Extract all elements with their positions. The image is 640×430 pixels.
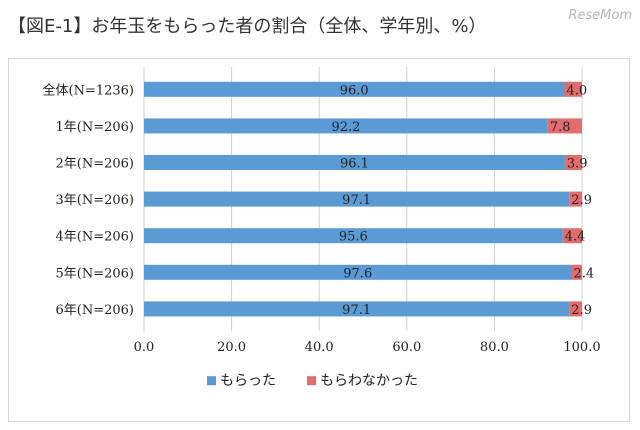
category-label: 3年(N=206)	[56, 193, 135, 208]
legend-label-received: もらった	[220, 373, 276, 389]
x-tick-label: 100.0	[563, 340, 600, 355]
x-tick-label: 0.0	[134, 340, 155, 355]
data-label-received: 97.1	[342, 303, 371, 318]
bar-received	[144, 81, 565, 97]
x-tick-label: 20.0	[217, 340, 246, 355]
category-label: 全体(N=1236)	[43, 82, 135, 98]
bar-received	[144, 264, 572, 280]
data-label-not-received: 7.8	[550, 120, 571, 135]
data-label-received: 96.0	[340, 83, 369, 98]
category-label: 4年(N=206)	[56, 230, 135, 245]
bar-not-received	[569, 301, 582, 317]
legend-label-not-received: もらわなかった	[320, 373, 418, 389]
category-label: 2年(N=206)	[56, 157, 135, 172]
data-label-not-received: 2.4	[573, 266, 594, 281]
legend-swatch-not-received	[307, 376, 316, 386]
bar-received	[144, 228, 563, 244]
chart-container: 全体(N=1236) 96.0 4.0 1年(N=206) 92.2 7.8 2年(N=20…	[8, 58, 630, 422]
data-label-not-received: 2.9	[571, 303, 592, 318]
chart-legend: もらった もらわなかった	[207, 373, 418, 389]
legend-swatch-received	[207, 376, 216, 386]
x-tick-label: 60.0	[392, 340, 421, 355]
stacked-bar-chart: 全体(N=1236) 96.0 4.0 1年(N=206) 92.2 7.8 2年(N=20…	[43, 67, 601, 389]
bar-received	[144, 191, 570, 207]
page-title: 【図E-1】お年玉をもらった者の割合（全体、学年別、%）	[8, 16, 487, 37]
category-label: 1年(N=206)	[56, 120, 135, 135]
data-label-received: 96.1	[340, 157, 369, 172]
data-label-received: 97.6	[343, 266, 372, 281]
data-label-not-received: 3.9	[567, 157, 588, 172]
bar-received	[144, 118, 548, 134]
data-label-received: 95.6	[339, 230, 368, 245]
data-label-received: 92.2	[331, 120, 360, 135]
bar-not-received	[564, 155, 582, 170]
bar-received	[144, 155, 565, 170]
watermark-logo: ReseMom	[568, 8, 632, 23]
bar-not-received	[569, 191, 582, 207]
data-label-not-received: 4.0	[566, 83, 587, 98]
bar-received	[144, 301, 570, 317]
x-tick-label: 40.0	[305, 340, 334, 355]
bar-not-received	[547, 118, 582, 134]
bar-not-received	[564, 81, 582, 97]
data-label-not-received: 2.9	[571, 193, 592, 208]
x-tick-label: 80.0	[480, 340, 509, 355]
category-label: 6年(N=206)	[56, 303, 135, 318]
data-label-received: 97.1	[342, 193, 371, 208]
data-label-not-received: 4.4	[565, 230, 586, 245]
bar-not-received	[562, 228, 582, 244]
bar-not-received	[571, 264, 582, 280]
category-label: 5年(N=206)	[56, 266, 135, 281]
